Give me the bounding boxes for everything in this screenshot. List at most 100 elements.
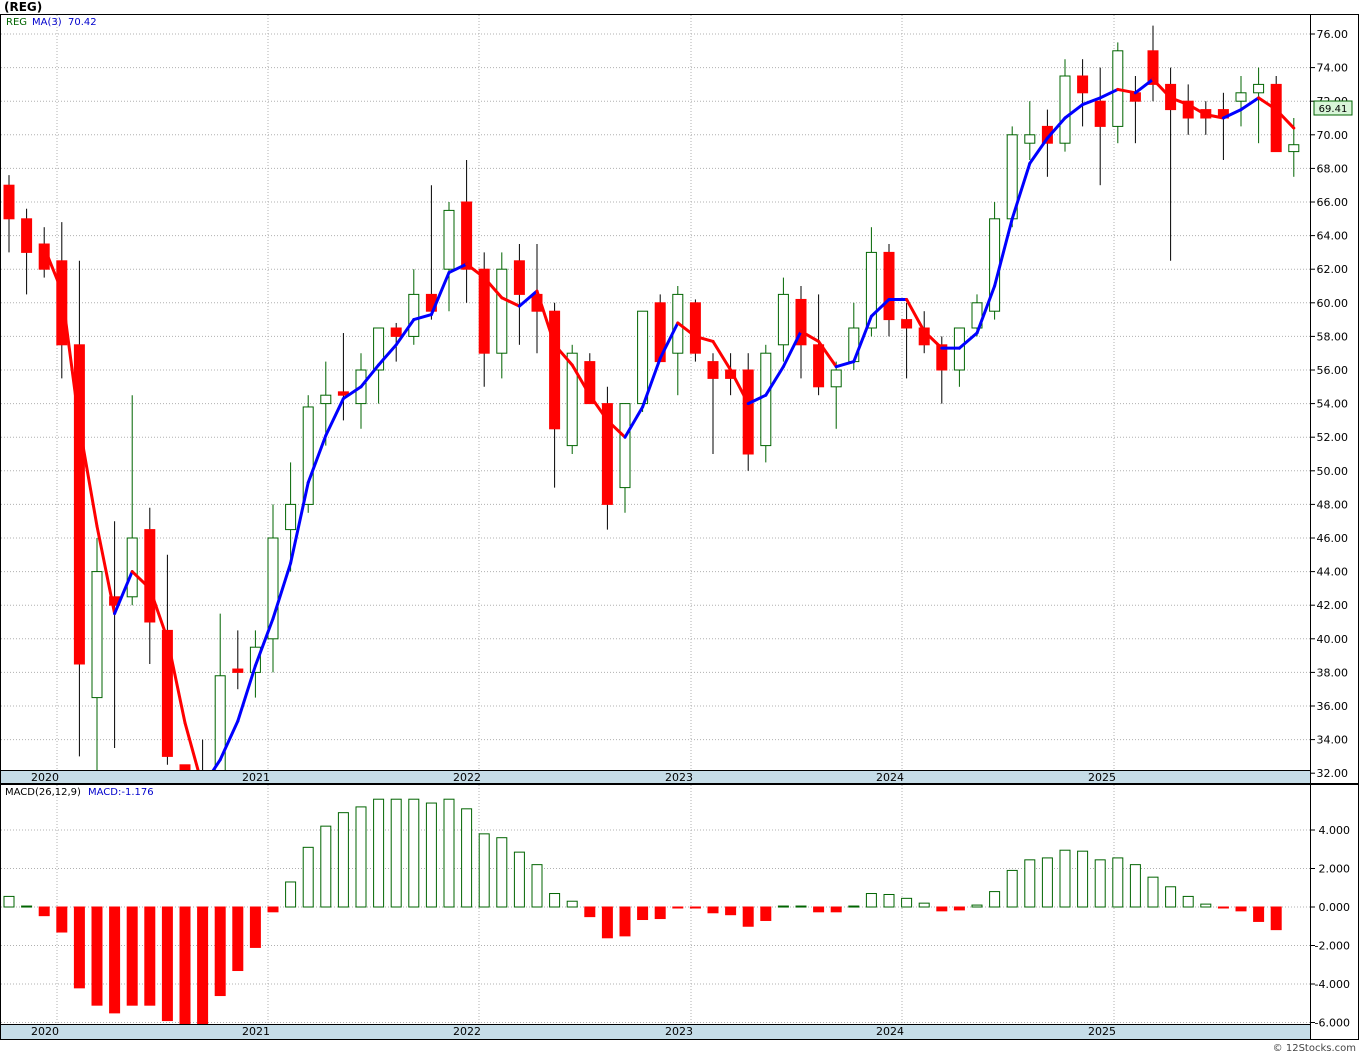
macd-bar [161, 906, 173, 1022]
macd-panel: 4.000 2.000 0.000 -2.000 -4.000 -6.000 MACD(2… [0, 784, 1359, 1040]
candle-body [302, 406, 314, 505]
price-tick-label: 46.00 [1317, 532, 1349, 545]
ma-segment [764, 365, 785, 397]
macd-bar [1094, 859, 1106, 908]
ma-segment [482, 276, 504, 300]
ma-segment [957, 331, 979, 350]
macd-axis-frame [1310, 784, 1359, 1040]
macd-bar [179, 906, 191, 1027]
macd-bar [742, 906, 754, 927]
price-tick-label: 64.00 [1317, 230, 1349, 243]
ma-segment [693, 334, 715, 343]
ma-segment [553, 343, 574, 367]
macd-bar [566, 900, 578, 908]
candle-body [707, 361, 719, 379]
macd-tick-label: 0.000 [1319, 901, 1351, 914]
price-tick-label: 38.00 [1317, 666, 1349, 679]
price-panel: 76.0074.0072.0070.0068.0066.0064.0062.00… [0, 14, 1359, 858]
ma-segment [623, 405, 645, 439]
ma-segment [922, 329, 944, 350]
ma-segment [993, 217, 1014, 288]
macd-bar [285, 881, 297, 908]
macd-bar [989, 891, 1001, 908]
candle-body [689, 302, 701, 354]
ma-segment [1204, 113, 1225, 120]
candle-body [249, 646, 261, 673]
candle-body [144, 529, 156, 623]
macd-bar [1253, 906, 1265, 922]
moving-average-line [42, 77, 1296, 789]
macd-bar [584, 906, 596, 918]
ma-segment [905, 297, 926, 333]
candle-body [760, 352, 772, 447]
macd-bar [725, 906, 737, 916]
ma-segment [1169, 96, 1190, 107]
candle-body [830, 369, 842, 388]
ma-segment [95, 524, 117, 616]
macd-tick-label: -4.000 [1315, 978, 1350, 991]
macd-bar [3, 895, 15, 908]
macd-bar [1112, 857, 1124, 908]
macd-bar [637, 906, 649, 921]
price-candles [3, 25, 1300, 858]
candle-body [1288, 144, 1300, 153]
ma-segment [1274, 108, 1296, 130]
price-year-labels: 2020 2021 2022 2023 2024 2025 [31, 771, 1116, 784]
macd-bar [1041, 857, 1053, 908]
ma-segment [42, 245, 64, 293]
price-tick-label: 60.00 [1317, 297, 1349, 310]
year-label: 2020 [31, 1025, 59, 1038]
year-label: 2021 [242, 1025, 270, 1038]
price-tick-label: 74.00 [1317, 62, 1349, 75]
candle-body [813, 344, 825, 388]
year-label: 2021 [242, 771, 270, 784]
ma-segment [236, 664, 257, 723]
macd-bar [1077, 850, 1089, 908]
ma-segment [447, 262, 469, 275]
macd-bar [425, 802, 437, 908]
macd-bar [144, 906, 156, 1006]
macd-label: MACD(26,12,9) [5, 787, 81, 798]
macd-bar [73, 906, 85, 989]
macd-bar [478, 833, 490, 908]
price-tick-label: 44.00 [1317, 566, 1349, 579]
macd-bar [848, 905, 860, 908]
ma-segment [641, 356, 662, 409]
macd-y-axis: 4.000 2.000 0.000 -2.000 -4.000 -6.000 [1310, 824, 1350, 1030]
ma-label: MA(3) [32, 17, 62, 28]
candle-body [478, 268, 490, 354]
ma-segment [869, 297, 891, 318]
ma-segment [1063, 103, 1085, 120]
macd-bar [953, 906, 965, 911]
macd-year-labels: 2020 2021 2022 2023 2024 2025 [31, 1025, 1116, 1038]
candle-body [936, 344, 948, 371]
macd-bar [549, 893, 561, 908]
price-tick-label: 62.00 [1317, 263, 1349, 276]
ma-segment [500, 296, 521, 308]
candle-body [1041, 125, 1053, 144]
candle-body [320, 394, 332, 405]
macd-bar [1270, 906, 1282, 931]
ma-segment [658, 321, 680, 360]
candle-body [232, 668, 244, 673]
price-tick-label: 48.00 [1317, 498, 1349, 511]
candle-body [1182, 100, 1194, 119]
macd-bar [232, 906, 244, 972]
macd-bar [373, 798, 385, 908]
macd-bar [830, 906, 842, 913]
macd-bar [1059, 849, 1071, 908]
price-tick-label: 50.00 [1317, 465, 1349, 478]
ma-segment [465, 262, 486, 280]
year-label: 2024 [876, 1025, 904, 1038]
macd-tick-label: 4.000 [1319, 824, 1351, 837]
candle-body [619, 403, 631, 489]
macd-bar [883, 893, 895, 908]
ma-value-label: 70.42 [68, 17, 97, 28]
candle-body [373, 327, 385, 371]
price-tick-label: 52.00 [1317, 431, 1349, 444]
ma-segment [218, 719, 240, 762]
year-label: 2025 [1088, 771, 1116, 784]
ma-segment [605, 418, 627, 439]
candle-body [795, 298, 807, 346]
